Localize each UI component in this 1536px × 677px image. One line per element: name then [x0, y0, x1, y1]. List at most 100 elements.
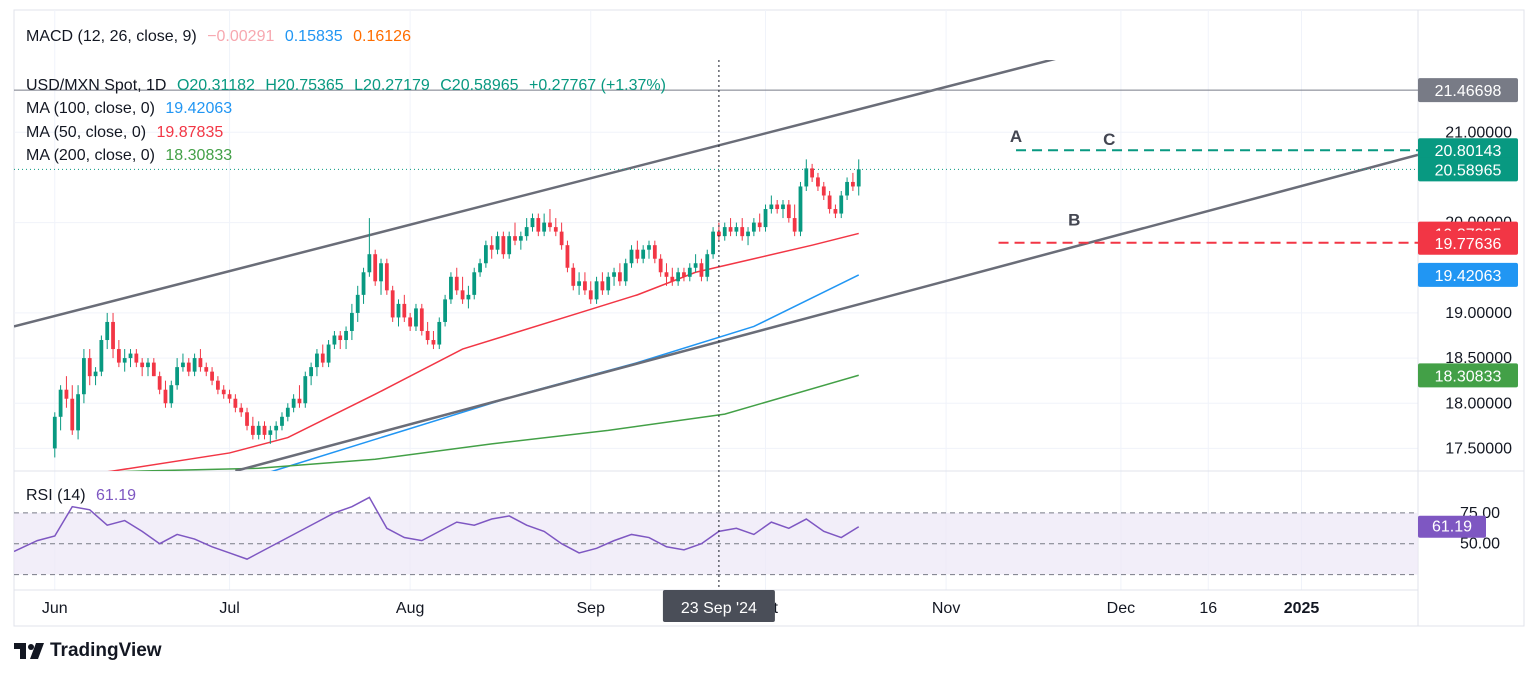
price-label: 20.58965 — [1418, 157, 1518, 182]
candle-body — [746, 231, 750, 237]
candle — [262, 421, 267, 440]
candle-body — [775, 204, 780, 210]
price-axis[interactable]: 21.0000020.0000019.0000018.5000018.00000… — [1445, 124, 1512, 457]
candle-body — [483, 245, 488, 264]
candle — [402, 294, 407, 322]
price-label-text: 19.42063 — [1435, 268, 1502, 285]
ma50-legend[interactable]: MA (50, close, 0) 19.87835 — [26, 124, 229, 142]
candle — [781, 200, 785, 219]
wave-label-a: A — [1010, 127, 1022, 146]
candle — [705, 249, 710, 282]
candle — [647, 240, 651, 259]
tradingview-logo[interactable]: TradingView — [14, 640, 162, 662]
candle — [349, 303, 354, 341]
crosshair-date-tag: 23 Sep '24 — [662, 590, 775, 622]
candle-body — [285, 407, 290, 417]
price-tick-label: 17.50000 — [1445, 440, 1512, 457]
moving-averages — [107, 232, 860, 471]
candle-body — [565, 245, 570, 268]
candle — [87, 349, 92, 386]
candle — [856, 159, 861, 196]
candle — [192, 353, 197, 377]
candle-body — [827, 195, 832, 210]
ma200-legend[interactable]: MA (200, close, 0) 18.30833 — [26, 147, 238, 165]
candle-body — [641, 249, 646, 259]
candle — [216, 376, 220, 395]
price-label: 21.46698 — [1418, 78, 1518, 103]
candle-body — [711, 231, 715, 255]
candle — [594, 276, 599, 304]
candle-body — [431, 340, 436, 345]
candle — [804, 159, 809, 191]
price-tick-label: 18.00000 — [1445, 395, 1512, 412]
time-tick-label: Sep — [577, 600, 606, 617]
candle-body — [629, 249, 634, 264]
candle — [722, 222, 727, 241]
candle-body — [163, 389, 168, 404]
candle — [285, 403, 290, 422]
candle — [489, 236, 494, 259]
symbol-legend[interactable]: USD/MXN Spot, 1D O20.31182 H20.75365 L20… — [26, 77, 672, 95]
candle-body — [489, 245, 494, 250]
candle — [751, 218, 756, 237]
candle-body — [501, 236, 506, 255]
candle — [559, 222, 564, 250]
macd-label: MACD (12, 26, close, 9) — [26, 28, 197, 45]
candle-body — [583, 281, 587, 291]
candle — [460, 276, 465, 304]
candle — [851, 172, 855, 191]
candle-body — [460, 290, 465, 300]
watermark-text: TradingView — [50, 640, 162, 661]
candle — [623, 258, 628, 286]
candle — [297, 385, 302, 408]
macd-legend[interactable]: MACD (12, 26, close, 9) −0.00291 0.15835… — [26, 28, 417, 46]
candle — [612, 267, 616, 286]
candle-body — [291, 398, 296, 408]
candle-body — [513, 236, 517, 241]
candle-body — [553, 227, 558, 232]
rsi-legend-value: 61.19 — [96, 487, 137, 504]
candle-body — [303, 376, 308, 404]
candle — [338, 330, 343, 350]
candle — [315, 349, 319, 377]
ohlc-high: H20.75365 — [265, 77, 344, 94]
ma50-label: MA (50, close, 0) — [26, 124, 147, 141]
candle-body — [804, 168, 809, 187]
candle — [769, 195, 774, 214]
candle-body — [355, 294, 360, 313]
price-tick-label: 19.00000 — [1445, 305, 1512, 322]
candle-body — [856, 169, 861, 187]
candle-body — [309, 367, 314, 377]
price-label-text: 21.46698 — [1435, 83, 1502, 100]
candle-body — [682, 272, 686, 277]
candle-body — [449, 276, 453, 300]
candle — [52, 412, 57, 458]
candle — [93, 367, 98, 386]
candle-body — [198, 358, 203, 368]
candle — [431, 330, 436, 350]
candle-body — [216, 380, 220, 390]
candle-body — [617, 272, 622, 282]
price-label-text: 20.80143 — [1435, 143, 1502, 160]
candle — [734, 222, 739, 237]
candle — [355, 285, 360, 322]
candle-body — [280, 416, 284, 426]
candle-body — [239, 407, 244, 413]
candle-body — [151, 362, 156, 377]
candle-body — [786, 204, 791, 219]
candle — [204, 362, 209, 377]
candle — [367, 218, 372, 277]
ma200-line — [120, 374, 859, 471]
candle — [740, 218, 745, 241]
candle — [536, 213, 541, 237]
candle-body — [245, 412, 249, 426]
candle — [600, 272, 605, 295]
candle — [70, 385, 75, 435]
ma100-legend[interactable]: MA (100, close, 0) 19.42063 — [26, 100, 238, 118]
rsi-legend[interactable]: RSI (14) 61.19 — [26, 487, 142, 505]
candle-body — [757, 222, 762, 228]
candle-body — [419, 308, 424, 331]
price-label: 18.30833 — [1418, 363, 1518, 388]
candle — [792, 204, 797, 237]
